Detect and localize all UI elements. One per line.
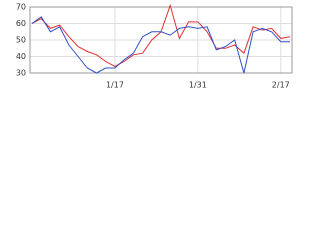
x-tick-label: 1/31	[189, 81, 207, 90]
series-line	[31, 16, 290, 74]
y-tick-label: 40	[16, 52, 26, 61]
chart: 30 40 50 60 70 1/17 1/31 2/17	[16, 3, 293, 90]
x-tick-label: 2/17	[272, 81, 290, 90]
y-tick-label: 30	[16, 69, 26, 78]
y-tick-label: 50	[16, 36, 26, 45]
x-tick-label: 1/17	[106, 81, 124, 90]
y-tick-label: 60	[16, 19, 26, 28]
y-tick-label: 70	[16, 3, 26, 12]
plot-frame	[29, 6, 293, 74]
series-line	[31, 3, 291, 67]
